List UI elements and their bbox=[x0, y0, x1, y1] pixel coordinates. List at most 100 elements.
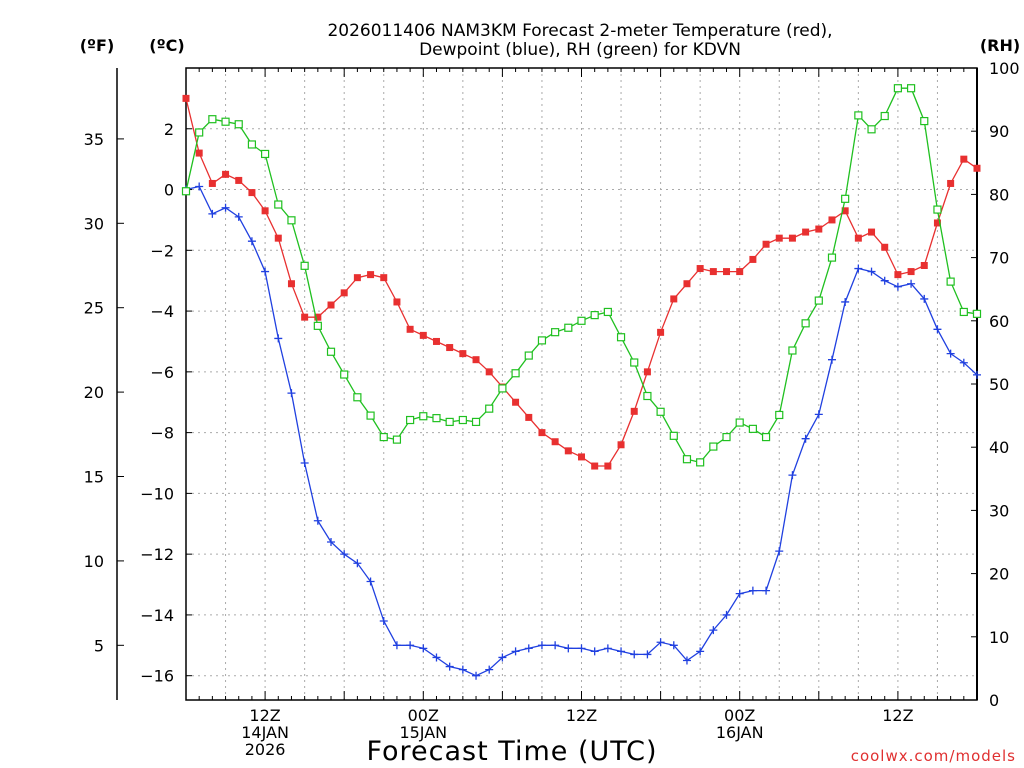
x-tick-label: 16JAN bbox=[716, 723, 764, 742]
rh-unit-label: (RH) bbox=[980, 36, 1020, 55]
dewpoint-point bbox=[379, 617, 388, 625]
rh-point bbox=[471, 417, 481, 427]
2-meter-temperature-point bbox=[604, 462, 612, 470]
2-meter-temperature-point bbox=[788, 234, 796, 242]
rh-point bbox=[392, 435, 402, 444]
2-meter-temperature-point bbox=[696, 265, 704, 273]
2-meter-temperature-point bbox=[868, 228, 876, 236]
dewpoint-point bbox=[221, 203, 230, 212]
rh-point bbox=[893, 84, 903, 93]
2-meter-temperature-point bbox=[657, 328, 665, 336]
2-meter-temperature-point bbox=[222, 170, 230, 178]
dewpoint-point bbox=[313, 516, 322, 525]
x-tick-label: 00Z bbox=[724, 706, 755, 725]
rh-tick-label: 20 bbox=[989, 565, 1009, 584]
dewpoint-point bbox=[959, 358, 968, 367]
rh-tick-label: 10 bbox=[989, 628, 1009, 647]
dewpoint-point bbox=[551, 641, 560, 650]
2-meter-temperature-point bbox=[749, 255, 757, 263]
x-tick-label: 12Z bbox=[566, 706, 597, 725]
dewpoint-point bbox=[617, 647, 626, 656]
rh-point bbox=[867, 125, 876, 134]
2-meter-temperature-point bbox=[670, 295, 678, 303]
rh-point bbox=[366, 411, 375, 420]
rh-point bbox=[669, 431, 678, 440]
dewpoint-point bbox=[392, 641, 401, 650]
rh-point bbox=[247, 140, 257, 149]
2-meter-temperature-point bbox=[551, 438, 559, 446]
dewpoint-point bbox=[366, 577, 375, 586]
rh-point bbox=[709, 442, 718, 451]
dewpoint-point bbox=[445, 662, 454, 671]
dewpoint-point bbox=[656, 638, 665, 647]
dewpoint-point bbox=[854, 264, 863, 273]
2-meter-temperature-point bbox=[617, 441, 625, 449]
rh-tick-label: 0 bbox=[989, 691, 999, 710]
dewpoint-point bbox=[630, 650, 639, 659]
dewpoint-point bbox=[195, 182, 204, 191]
rh-point bbox=[406, 415, 415, 425]
rh-point bbox=[946, 277, 955, 286]
rh-point bbox=[801, 319, 810, 328]
dewpoint-point bbox=[867, 267, 876, 276]
dewpoint-point bbox=[643, 650, 652, 659]
dewpoint-point bbox=[577, 644, 586, 653]
dewpoint-point bbox=[775, 547, 784, 556]
dewpoint-point bbox=[893, 282, 902, 291]
rh-point bbox=[722, 432, 731, 442]
rh-point bbox=[735, 418, 744, 427]
dewpoint-point bbox=[748, 586, 757, 595]
2-meter-temperature-point bbox=[591, 462, 599, 470]
celsius-unit-label: (ºC) bbox=[149, 36, 184, 55]
dewpoint-point bbox=[274, 334, 283, 343]
fahrenheit-tick-label: 35 bbox=[84, 130, 104, 149]
celsius-tick-label: −12 bbox=[140, 545, 174, 564]
rh-point bbox=[788, 346, 797, 355]
2-meter-temperature-point bbox=[340, 289, 348, 297]
dewpoint-point bbox=[485, 665, 494, 674]
grid-lines bbox=[186, 68, 977, 700]
rh-point bbox=[379, 432, 388, 442]
celsius-tick-label: −4 bbox=[150, 302, 174, 321]
dewpoint-point bbox=[762, 586, 771, 595]
2-meter-temperature-point bbox=[287, 280, 295, 288]
dewpoint-point bbox=[234, 212, 243, 221]
2-meter-temperature-point bbox=[182, 94, 190, 102]
2-meter-temperature-point bbox=[380, 274, 388, 282]
rh-point bbox=[761, 432, 771, 442]
data-series bbox=[181, 84, 982, 680]
x-tick-label: 2026 bbox=[245, 740, 286, 759]
dewpoint-point bbox=[524, 644, 533, 653]
2-meter-temperature-point bbox=[762, 240, 770, 248]
dewpoint-point bbox=[432, 653, 441, 662]
2-meter-temperature-point bbox=[960, 155, 968, 163]
fahrenheit-unit-label: (ºF) bbox=[80, 36, 115, 55]
rh-point bbox=[340, 370, 349, 379]
dewpoint-point bbox=[498, 653, 507, 662]
rh-point bbox=[972, 309, 982, 318]
dewpoint-point bbox=[247, 237, 256, 246]
celsius-tick-label: −16 bbox=[140, 667, 174, 686]
celsius-tick-label: −6 bbox=[150, 363, 174, 382]
2-meter-temperature-point bbox=[854, 234, 862, 242]
dewpoint-point bbox=[419, 644, 428, 653]
celsius-tick-label: 2 bbox=[164, 120, 174, 139]
rh-point bbox=[841, 194, 850, 203]
dewpoint-point bbox=[340, 550, 349, 559]
rh-tick-label: 40 bbox=[989, 438, 1009, 457]
2-meter-temperature-point bbox=[274, 234, 282, 242]
dewpoint-point bbox=[669, 641, 678, 650]
dewpoint-point bbox=[696, 647, 705, 656]
rh-point bbox=[287, 216, 296, 225]
chart-title-line1: 2026011406 NAM3KM Forecast 2-meter Tempe… bbox=[327, 21, 832, 41]
dewpoint-point bbox=[261, 267, 270, 276]
2-meter-temperature-point bbox=[353, 274, 361, 282]
dewpoint-point bbox=[722, 610, 731, 619]
dewpoint-point bbox=[880, 276, 889, 285]
dewpoint-point bbox=[814, 410, 823, 419]
2-meter-temperature-point bbox=[248, 189, 256, 197]
2-meter-temperature-point bbox=[406, 325, 414, 333]
rh-point bbox=[511, 369, 520, 378]
dewpoint-point bbox=[564, 644, 573, 653]
rh-point bbox=[300, 261, 309, 270]
